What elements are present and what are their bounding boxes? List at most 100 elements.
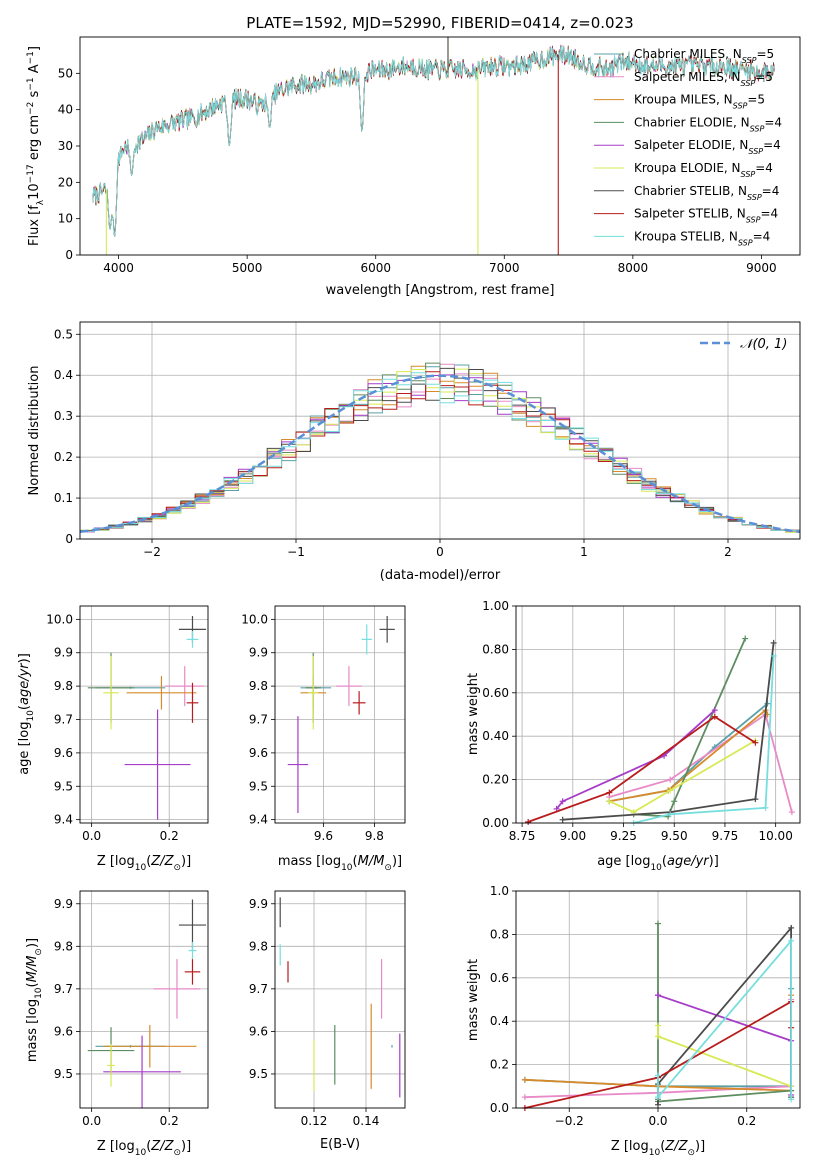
legend-label-text: Salpeter MILES, N [634,70,741,84]
axis-label-part: age [log [597,854,650,869]
axis-label: E(B-V) [320,1137,360,1152]
axis-label-part: )] [181,1139,191,1154]
axis-label-part: Normed distribution [27,366,42,496]
axis-label-part: ( [353,854,358,869]
y-tick-label: 0.8 [490,927,509,941]
y-tick-label: 9.5 [54,779,73,793]
axis-label-part: E(B-V) [320,1137,360,1152]
legend-label: Salpeter ELODIE, NSSP=4 [634,138,781,156]
x-tick-label: 0.14 [353,1114,380,1128]
legend-label: Salpeter STELIB, NSSP=4 [634,207,778,225]
y-tick-label: 9.8 [54,939,73,953]
axis-label-part: 10 [27,183,42,200]
gaussian-curve [79,374,801,534]
legend-label-suffix: =5 [755,70,773,84]
legend-label-text: Kroupa ELODIE, N [634,161,741,175]
y-tick-label: 9.9 [54,646,73,660]
axis-label-part: s [27,90,42,101]
legend-label-text: Chabrier ELODIE, N [634,115,750,129]
legend-label-text: Kroupa MILES, N [634,93,733,107]
legend-label-suffix: =4 [763,138,781,152]
y-tick-label: 10.0 [241,612,268,626]
y-tick-label: 9.9 [54,897,73,911]
axis-label: mass [log10(M/M⊙)] [25,938,44,1062]
axis-label-part: mass weight [466,673,481,755]
axis-label-part: 10 [650,863,662,873]
axis-label: Z [log10(Z/Z⊙)] [97,854,191,873]
legend-label-sub: SSP [750,124,765,133]
x-tick-label: −0.2 [555,1114,584,1128]
x-tick-label: 2 [724,545,732,559]
axis-label-part: M/M [25,956,40,983]
legend-label: Kroupa MILES, NSSP=5 [634,93,765,111]
axis-label-part: Z [log [611,1139,649,1154]
legend-label-sub: SSP [748,147,763,156]
y-tick-label: 9.6 [54,1024,73,1038]
axis-label: mass weight [466,959,481,1041]
axis-label-part: ( [146,1139,151,1154]
legend-label-sub: SSP [747,192,762,201]
x-tick-label: 9.25 [610,829,637,843]
legend-label-sub: SSP [741,78,756,87]
weight-series [609,713,793,813]
axis-label-part: ⊙ [34,948,44,956]
weight-series [555,709,716,810]
y-tick-label: 0.2 [490,1058,509,1072]
y-tick-label: 10 [58,212,73,226]
legend-label-text: Salpeter STELIB, N [634,207,746,221]
axis-label-part: Z/Z [664,1139,688,1154]
x-tick-label: 8.75 [509,829,536,843]
axis-label-part: erg cm [27,115,42,164]
legend-label-suffix: =4 [764,115,782,129]
axis-label-part: ( [146,854,151,869]
axis-label-part: 10 [341,863,353,873]
weight-series [608,739,756,814]
axis-label-part: (data-model)/error [380,568,501,583]
y-tick-label: 9.6 [249,1024,268,1038]
legend-label: 𝒩(0, 1) [740,337,787,352]
legend-label-text: Kroupa STELIB, N [634,229,738,243]
y-tick-label: 9.9 [249,646,268,660]
x-tick-label: 0.2 [160,829,179,843]
axis-label-part: )] [392,854,402,869]
y-tick-label: 9.9 [249,897,268,911]
axis-label-part: λ [36,199,46,205]
axis-label-part: −1 [26,51,36,64]
axis-label-part: −1 [26,77,36,90]
axis-label-part: A [27,64,42,77]
legend-label-suffix: =5 [747,93,765,107]
legend-label-sub: SSP [733,101,748,110]
legend-label-suffix: =4 [760,207,778,221]
x-tick-label: 9.75 [712,829,739,843]
y-tick-label: 9.5 [54,1067,73,1081]
axes-frame [79,605,209,824]
legend-label: Chabrier STELIB, NSSP=4 [634,184,779,202]
axis-label-part: mass [log [25,999,40,1062]
x-tick-label: 0.0 [82,1114,101,1128]
legend-label-suffix: =4 [755,161,773,175]
y-tick-label: 9.7 [249,982,268,996]
axis-label-part: Z/Z [150,854,174,869]
y-tick-label: 9.7 [54,982,73,996]
legend-label-sub: SSP [741,170,756,179]
x-tick-label: 0.0 [82,829,101,843]
x-tick-label: 0.12 [301,1114,328,1128]
y-tick-label: 9.6 [249,746,268,760]
x-tick-label: 1 [580,545,588,559]
x-tick-label: 4000 [103,261,134,275]
y-tick-label: 0.5 [54,327,73,341]
axis-label: age [log10(age/yr)] [597,854,719,873]
weight-series [633,655,775,824]
axis-label-part: −17 [26,164,36,183]
y-tick-label: 9.5 [249,1067,268,1081]
axis-label-part: age/yr [17,662,32,705]
y-tick-label: 9.5 [249,779,268,793]
x-tick-label: 9000 [746,261,777,275]
y-tick-label: 0 [65,532,73,546]
x-tick-label: −1 [287,545,305,559]
legend-label-text: Chabrier STELIB, N [634,184,747,198]
y-tick-label: 9.4 [54,813,73,827]
x-tick-label: 0 [436,545,444,559]
y-tick-label: 9.7 [54,713,73,727]
axis-label: mass weight [466,673,481,755]
